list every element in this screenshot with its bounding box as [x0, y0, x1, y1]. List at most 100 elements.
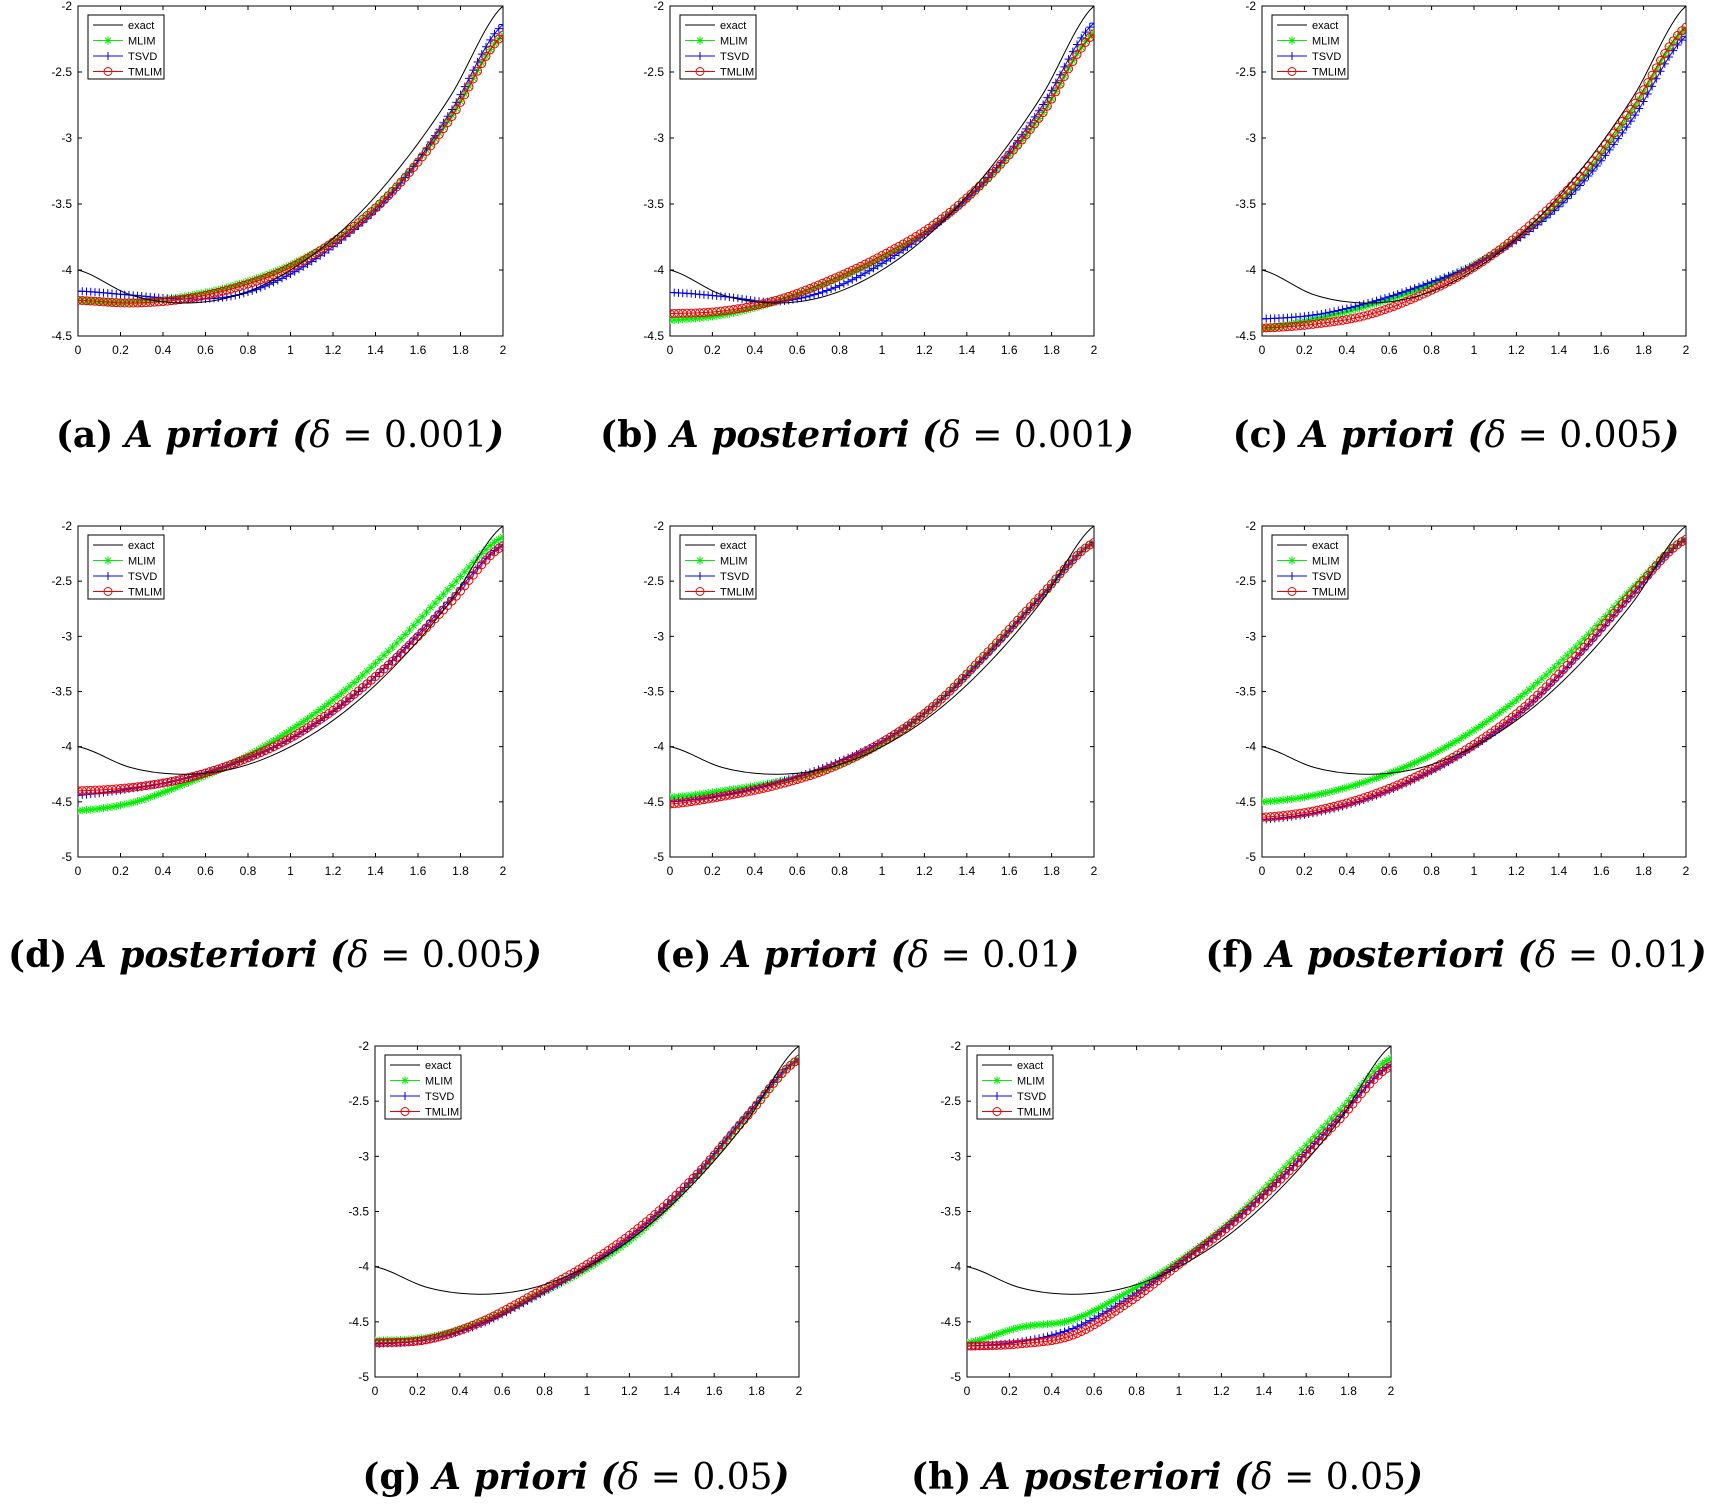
- legend-label: TMLIM: [1312, 67, 1346, 79]
- legend-entry-mlim: MLIM: [685, 36, 748, 48]
- marker-mlim: [426, 603, 435, 612]
- marker-mlim: [210, 286, 218, 295]
- marker-mlim: [201, 288, 210, 297]
- marker-mlim: [1149, 1273, 1158, 1282]
- marker-tmlim: [1350, 795, 1360, 805]
- marker-mlim: [996, 1328, 1005, 1337]
- marker-tmlim: [1021, 1338, 1031, 1348]
- marker-tmlim: [690, 796, 700, 806]
- marker-tmlim: [544, 1281, 554, 1291]
- marker-tmlim: [235, 756, 244, 766]
- marker-tsvd: [1427, 278, 1436, 287]
- marker-tmlim: [192, 292, 202, 302]
- marker-mlim: [1516, 692, 1525, 701]
- marker-mlim: [1470, 726, 1478, 735]
- marker-tmlim: [412, 1336, 422, 1346]
- marker-tmlim: [235, 282, 244, 292]
- marker-mlim: [354, 674, 363, 683]
- marker-mlim: [1520, 689, 1529, 698]
- series-line-exact: [375, 1046, 799, 1295]
- y-tick-label: -4.5: [940, 1315, 961, 1329]
- caption-delta: 0.005: [1559, 415, 1662, 456]
- marker-mlim: [150, 791, 159, 800]
- marker-mlim: [1111, 1295, 1120, 1304]
- marker-tmlim: [167, 296, 176, 306]
- marker-tsvd: [852, 273, 861, 282]
- y-tick-label: -5: [653, 850, 664, 864]
- marker-mlim: [456, 572, 465, 581]
- x-tick-label: 0.6: [789, 864, 806, 878]
- marker-tmlim: [818, 766, 828, 776]
- marker-tmlim: [290, 730, 300, 740]
- marker-tmlim: [1605, 134, 1615, 144]
- marker-tmlim: [447, 111, 457, 121]
- marker-tmlim: [213, 287, 223, 297]
- marker-tmlim: [442, 1330, 452, 1340]
- marker-tmlim: [303, 253, 312, 263]
- marker-mlim: [1601, 612, 1610, 621]
- marker-tmlim: [1600, 139, 1610, 149]
- marker-tmlim: [468, 74, 478, 84]
- y-tick-label: -2.5: [1235, 574, 1256, 588]
- marker-tmlim: [1371, 307, 1381, 317]
- marker-mlim: [180, 780, 189, 789]
- marker-tmlim: [1333, 316, 1343, 326]
- marker-mlim: [367, 663, 376, 672]
- marker-tsvd: [1317, 309, 1326, 318]
- y-tick-label: -3: [1245, 131, 1256, 145]
- marker-mlim: [1085, 32, 1094, 41]
- panel-caption: (b) A posteriori (δ = 0.001): [600, 414, 1134, 456]
- marker-tmlim: [128, 298, 138, 308]
- marker-tmlim: [1072, 50, 1082, 60]
- marker-tmlim: [1068, 1330, 1078, 1340]
- legend-entry-exact: exact: [93, 20, 154, 32]
- legend-box: [1271, 534, 1349, 600]
- legend-marker: [104, 556, 112, 565]
- series-exact: [1262, 526, 1686, 775]
- x-tick-label: 1.4: [1255, 1384, 1272, 1398]
- legend-entry-tmlim: TMLIM: [685, 587, 754, 599]
- marker-mlim: [99, 804, 108, 813]
- marker-mlim: [1022, 1322, 1031, 1331]
- x-tick-label: 0.2: [409, 1384, 426, 1398]
- marker-tsvd: [1081, 28, 1090, 37]
- marker-mlim: [1310, 1132, 1319, 1141]
- marker-tmlim: [154, 779, 164, 789]
- marker-tmlim: [737, 303, 747, 313]
- marker-tmlim: [847, 265, 857, 275]
- marker-tsvd: [1635, 104, 1644, 113]
- x-tick-label: 0.8: [536, 1384, 553, 1398]
- marker-mlim: [125, 799, 133, 808]
- panel-caption: (h) A posteriori (δ = 0.05): [911, 1456, 1423, 1498]
- caption-method: A posteriori: [76, 934, 318, 976]
- marker-tmlim: [746, 302, 756, 312]
- marker-tmlim: [429, 1333, 439, 1343]
- marker-mlim: [1262, 797, 1271, 806]
- marker-tmlim: [758, 783, 768, 793]
- y-tick-label: -4.5: [643, 329, 664, 343]
- marker-tmlim: [171, 295, 181, 305]
- marker-tsvd: [742, 295, 751, 304]
- marker-tmlim: [1068, 57, 1078, 67]
- marker-tmlim: [498, 30, 503, 40]
- marker-mlim: [320, 243, 329, 252]
- x-tick-label: 0.6: [197, 343, 214, 357]
- legend-marker: [104, 36, 112, 45]
- marker-mlim: [1289, 1154, 1298, 1163]
- x-tick-label: 0: [75, 343, 82, 357]
- marker-tmlim: [408, 1337, 418, 1347]
- marker-mlim: [1115, 1292, 1124, 1301]
- y-tick-label: -3.5: [1235, 197, 1256, 211]
- marker-mlim: [687, 314, 696, 323]
- x-tick-label: 0: [1259, 343, 1266, 357]
- marker-tmlim: [1072, 1328, 1082, 1338]
- x-tick-label: 1.4: [367, 864, 384, 878]
- marker-mlim: [1009, 146, 1018, 155]
- marker-tmlim: [1643, 78, 1653, 88]
- y-tick-label: -3.5: [643, 197, 664, 211]
- marker-tmlim: [1376, 306, 1386, 316]
- caption-delta: 0.01: [982, 935, 1062, 976]
- marker-tsvd: [1047, 1331, 1056, 1340]
- marker-tmlim: [243, 753, 253, 763]
- marker-mlim: [460, 567, 469, 576]
